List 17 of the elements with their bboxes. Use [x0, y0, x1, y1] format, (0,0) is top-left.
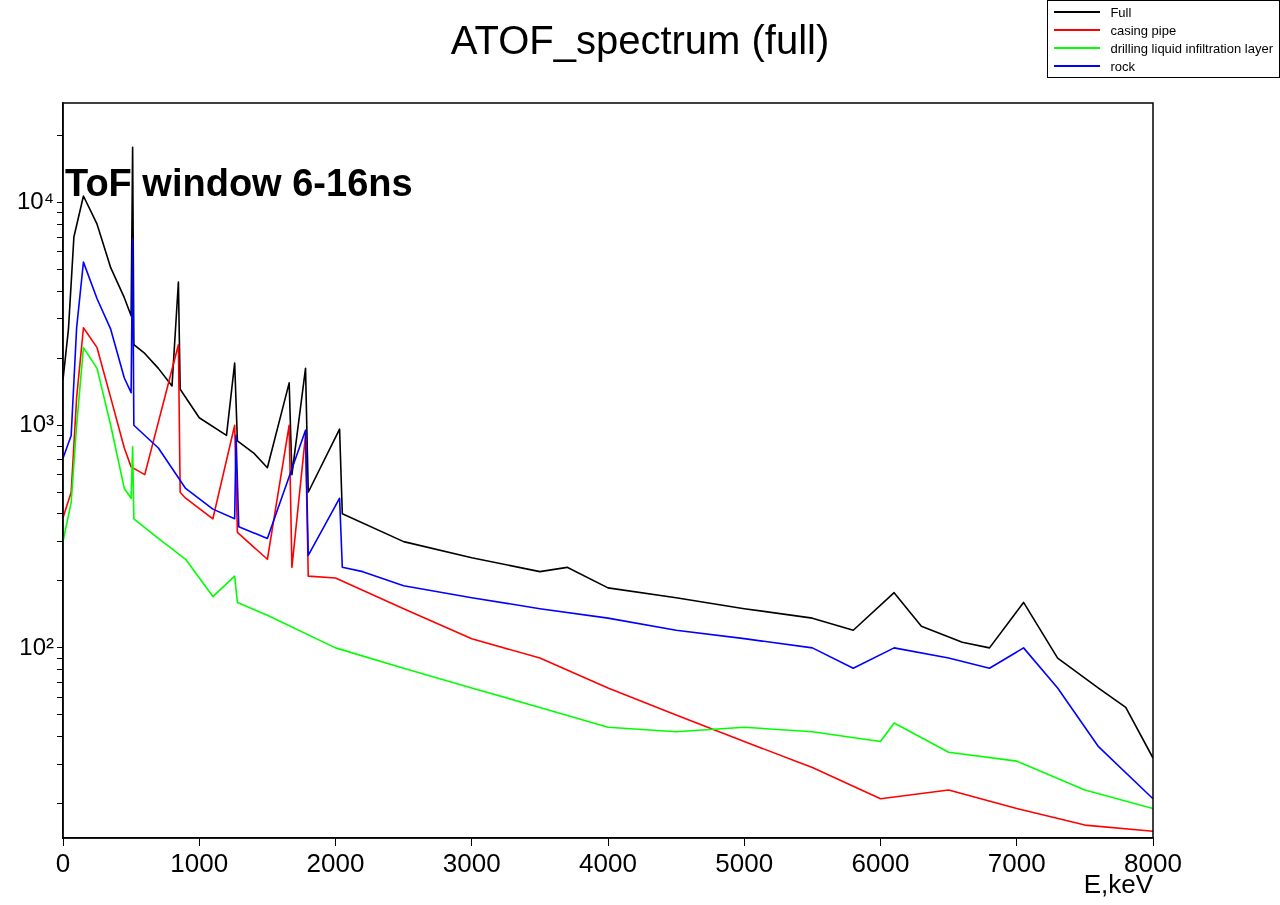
x-tick-label: 4000	[579, 847, 637, 878]
chart-title: ATOF_spectrum (full)	[450, 18, 830, 62]
legend-label: rock	[1110, 58, 1135, 74]
legend-label: Full	[1110, 4, 1132, 20]
legend-label: drilling liquid infiltration layer	[1110, 40, 1273, 56]
x-tick-label: 3000	[442, 847, 501, 878]
x-tick-label: 7000	[987, 847, 1046, 878]
x-tick-label: 6000	[851, 847, 910, 878]
x-tick-label: 1000	[170, 847, 229, 878]
legend-label: casing pipe	[1110, 22, 1177, 38]
annotation: ToF window 6-16ns	[65, 162, 413, 204]
y-tick-label: 10⁴	[16, 187, 54, 215]
y-tick-label: 10³	[19, 409, 55, 437]
x-tick-label: 0	[55, 847, 71, 878]
x-tick-label: 5000	[715, 847, 774, 878]
x-tick-label: 2000	[306, 847, 365, 878]
y-tick-label: 10²	[19, 632, 55, 660]
